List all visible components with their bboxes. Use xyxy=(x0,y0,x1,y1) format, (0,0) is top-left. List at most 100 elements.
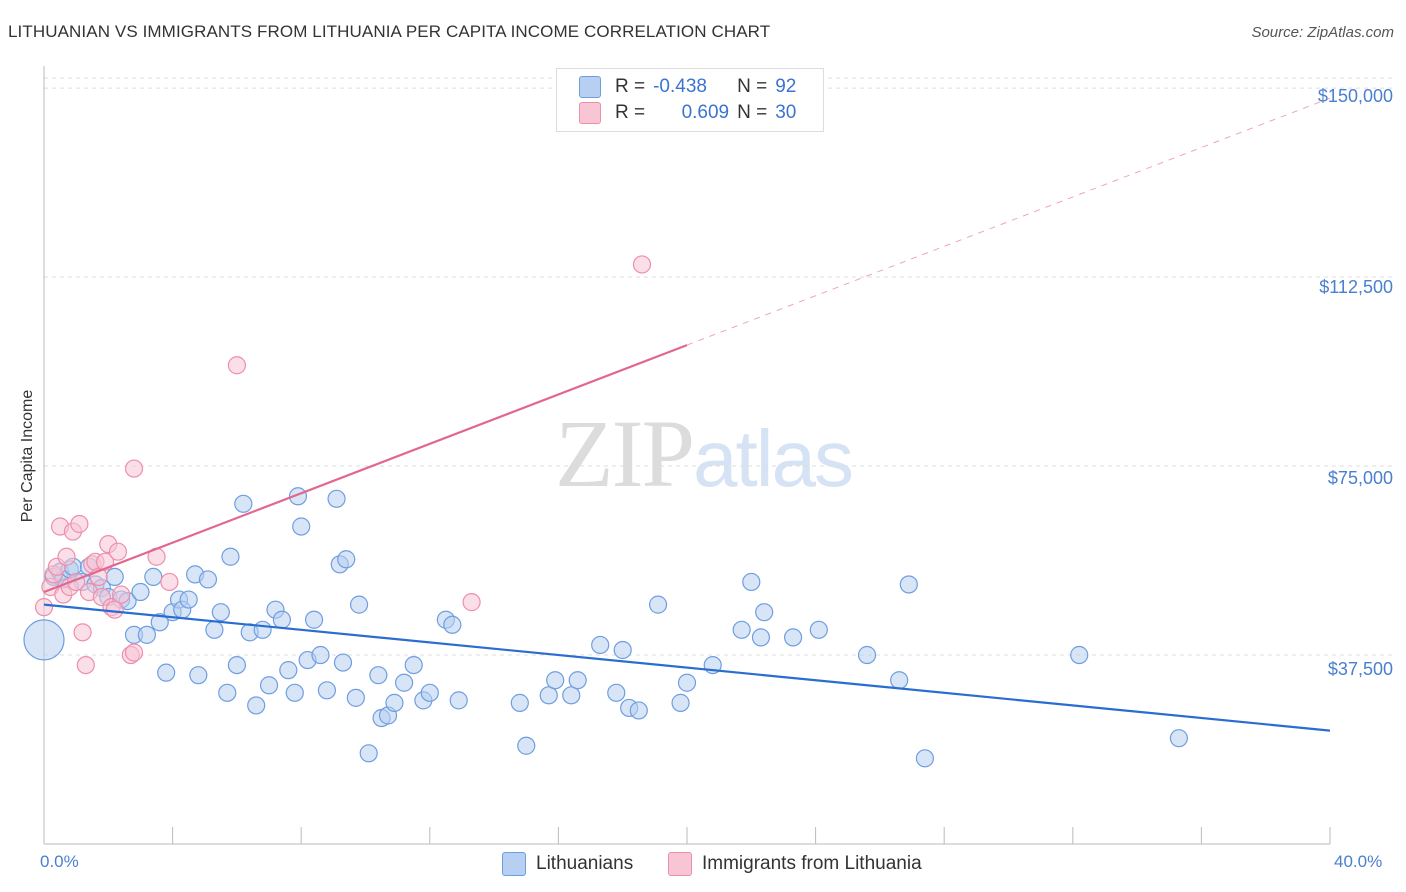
blue-point-88 xyxy=(899,575,918,594)
blue-point-75 xyxy=(629,701,648,720)
blue-point-26 xyxy=(198,570,218,589)
legend-n-value-2: 30 xyxy=(775,102,797,123)
x-tick-label-max: 40.0% xyxy=(1334,852,1383,871)
pink-trend-line-extension xyxy=(686,97,1331,346)
chart-title: LITHUANIAN VS IMMIGRANTS FROM LITHUANIA … xyxy=(8,22,771,41)
blue-point-90 xyxy=(1070,645,1089,665)
blue-point-53 xyxy=(359,744,378,763)
blue-point-35 xyxy=(253,620,272,639)
legend-r-value-2: 0.609 xyxy=(681,102,730,123)
blue-point-51 xyxy=(346,688,365,707)
blue-point-39 xyxy=(279,661,298,680)
x-tick-label-min: 0.0% xyxy=(40,852,79,871)
blue-point-34 xyxy=(247,696,266,715)
blue-point-64 xyxy=(449,691,468,710)
blue-point-89 xyxy=(915,749,935,768)
blue-point-25 xyxy=(189,666,208,685)
bottom-legend-label-2: Immigrants from Lithuania xyxy=(702,853,922,874)
blue-point-80 xyxy=(732,620,751,639)
blue-point-45 xyxy=(311,645,330,665)
legend-n-label-2: N = xyxy=(737,102,768,123)
blue-point-73 xyxy=(613,640,632,660)
y-tick-label-75000: $75,000 xyxy=(1327,468,1393,488)
blue-point-28 xyxy=(211,603,230,622)
pink-point-22 xyxy=(108,542,128,561)
correlation-legend: R = -0.438 N = 92 R = 0.609 N = 30 xyxy=(556,68,824,132)
blue-point-29 xyxy=(218,683,237,702)
blue-point-87 xyxy=(890,671,909,690)
blue-point-83 xyxy=(755,603,774,622)
blue-point-59 xyxy=(404,655,423,675)
blue-point-0 xyxy=(23,619,65,661)
bottom-legend-swatch-pink xyxy=(668,852,692,876)
blue-point-31 xyxy=(227,655,246,675)
pink-point-0 xyxy=(34,598,54,617)
blue-point-70 xyxy=(568,671,587,690)
y-tick-label-112500: $112,500 xyxy=(1319,277,1393,297)
watermark-atlas: atlas xyxy=(693,414,854,503)
bottom-legend: Lithuanians Immigrants from Lithuania xyxy=(0,852,1406,878)
pink-point-28 xyxy=(160,572,179,592)
pink-point-21 xyxy=(105,600,124,619)
pink-point-29 xyxy=(227,356,246,375)
bottom-legend-lithuanians[interactable]: Lithuanians xyxy=(502,852,633,876)
blue-point-82 xyxy=(751,628,771,647)
blue-point-86 xyxy=(857,645,877,665)
blue-point-78 xyxy=(677,673,697,692)
pink-point-6 xyxy=(57,547,76,566)
legend-r-value-1: -0.438 xyxy=(653,76,707,97)
blue-point-84 xyxy=(783,628,803,647)
blue-point-71 xyxy=(591,635,610,655)
blue-point-54 xyxy=(369,666,388,685)
blue-point-81 xyxy=(742,572,761,592)
blue-point-49 xyxy=(337,550,356,569)
blue-point-65 xyxy=(510,693,529,712)
pink-point-11 xyxy=(73,623,92,642)
pink-point-12 xyxy=(76,655,95,675)
y-tick-label-150000: $150,000 xyxy=(1317,86,1393,106)
pink-trend-line xyxy=(43,344,688,594)
blue-point-11 xyxy=(105,567,124,587)
legend-row-lithuanians: R = -0.438 N = 92 xyxy=(579,75,796,99)
bottom-legend-immigrants[interactable]: Immigrants from Lithuania xyxy=(668,852,922,876)
pink-point-25 xyxy=(124,643,144,662)
blue-point-91 xyxy=(1169,729,1188,748)
blue-point-85 xyxy=(809,620,828,639)
blue-point-46 xyxy=(317,681,337,700)
legend-r-label-2: R = xyxy=(615,102,646,123)
blue-point-68 xyxy=(546,671,565,690)
pink-point-10 xyxy=(70,514,89,534)
legend-swatch-blue xyxy=(579,76,601,98)
blue-point-15 xyxy=(131,582,150,602)
blue-point-44 xyxy=(304,610,324,629)
legend-row-immigrants: R = 0.609 N = 30 xyxy=(579,101,796,125)
blue-point-72 xyxy=(607,683,626,702)
bottom-legend-swatch-blue xyxy=(502,852,526,876)
blue-point-42 xyxy=(292,517,311,536)
blue-point-76 xyxy=(648,595,668,614)
blue-point-32 xyxy=(234,494,253,513)
blue-point-36 xyxy=(259,676,279,695)
bottom-legend-label-1: Lithuanians xyxy=(536,853,634,874)
legend-swatch-pink xyxy=(579,102,601,124)
blue-point-58 xyxy=(394,673,414,692)
blue-point-16 xyxy=(137,625,156,644)
pink-point-31 xyxy=(632,255,652,274)
blue-point-18 xyxy=(150,613,169,632)
blue-point-47 xyxy=(327,489,346,508)
blue-point-19 xyxy=(157,663,176,682)
blue-point-38 xyxy=(272,610,292,629)
legend-n-value-1: 92 xyxy=(775,76,797,97)
blue-point-77 xyxy=(671,693,690,712)
blue-point-63 xyxy=(443,615,462,634)
legend-n-label-1: N = xyxy=(737,76,768,97)
pink-point-26 xyxy=(124,459,144,478)
blue-point-52 xyxy=(349,595,369,614)
pink-point-30 xyxy=(462,593,481,612)
source-label: Source: ZipAtlas.com xyxy=(1251,24,1394,41)
blue-point-50 xyxy=(333,653,353,672)
blue-point-30 xyxy=(221,547,240,566)
blue-point-57 xyxy=(385,693,404,712)
y-tick-label-37500: $37,500 xyxy=(1327,659,1393,679)
